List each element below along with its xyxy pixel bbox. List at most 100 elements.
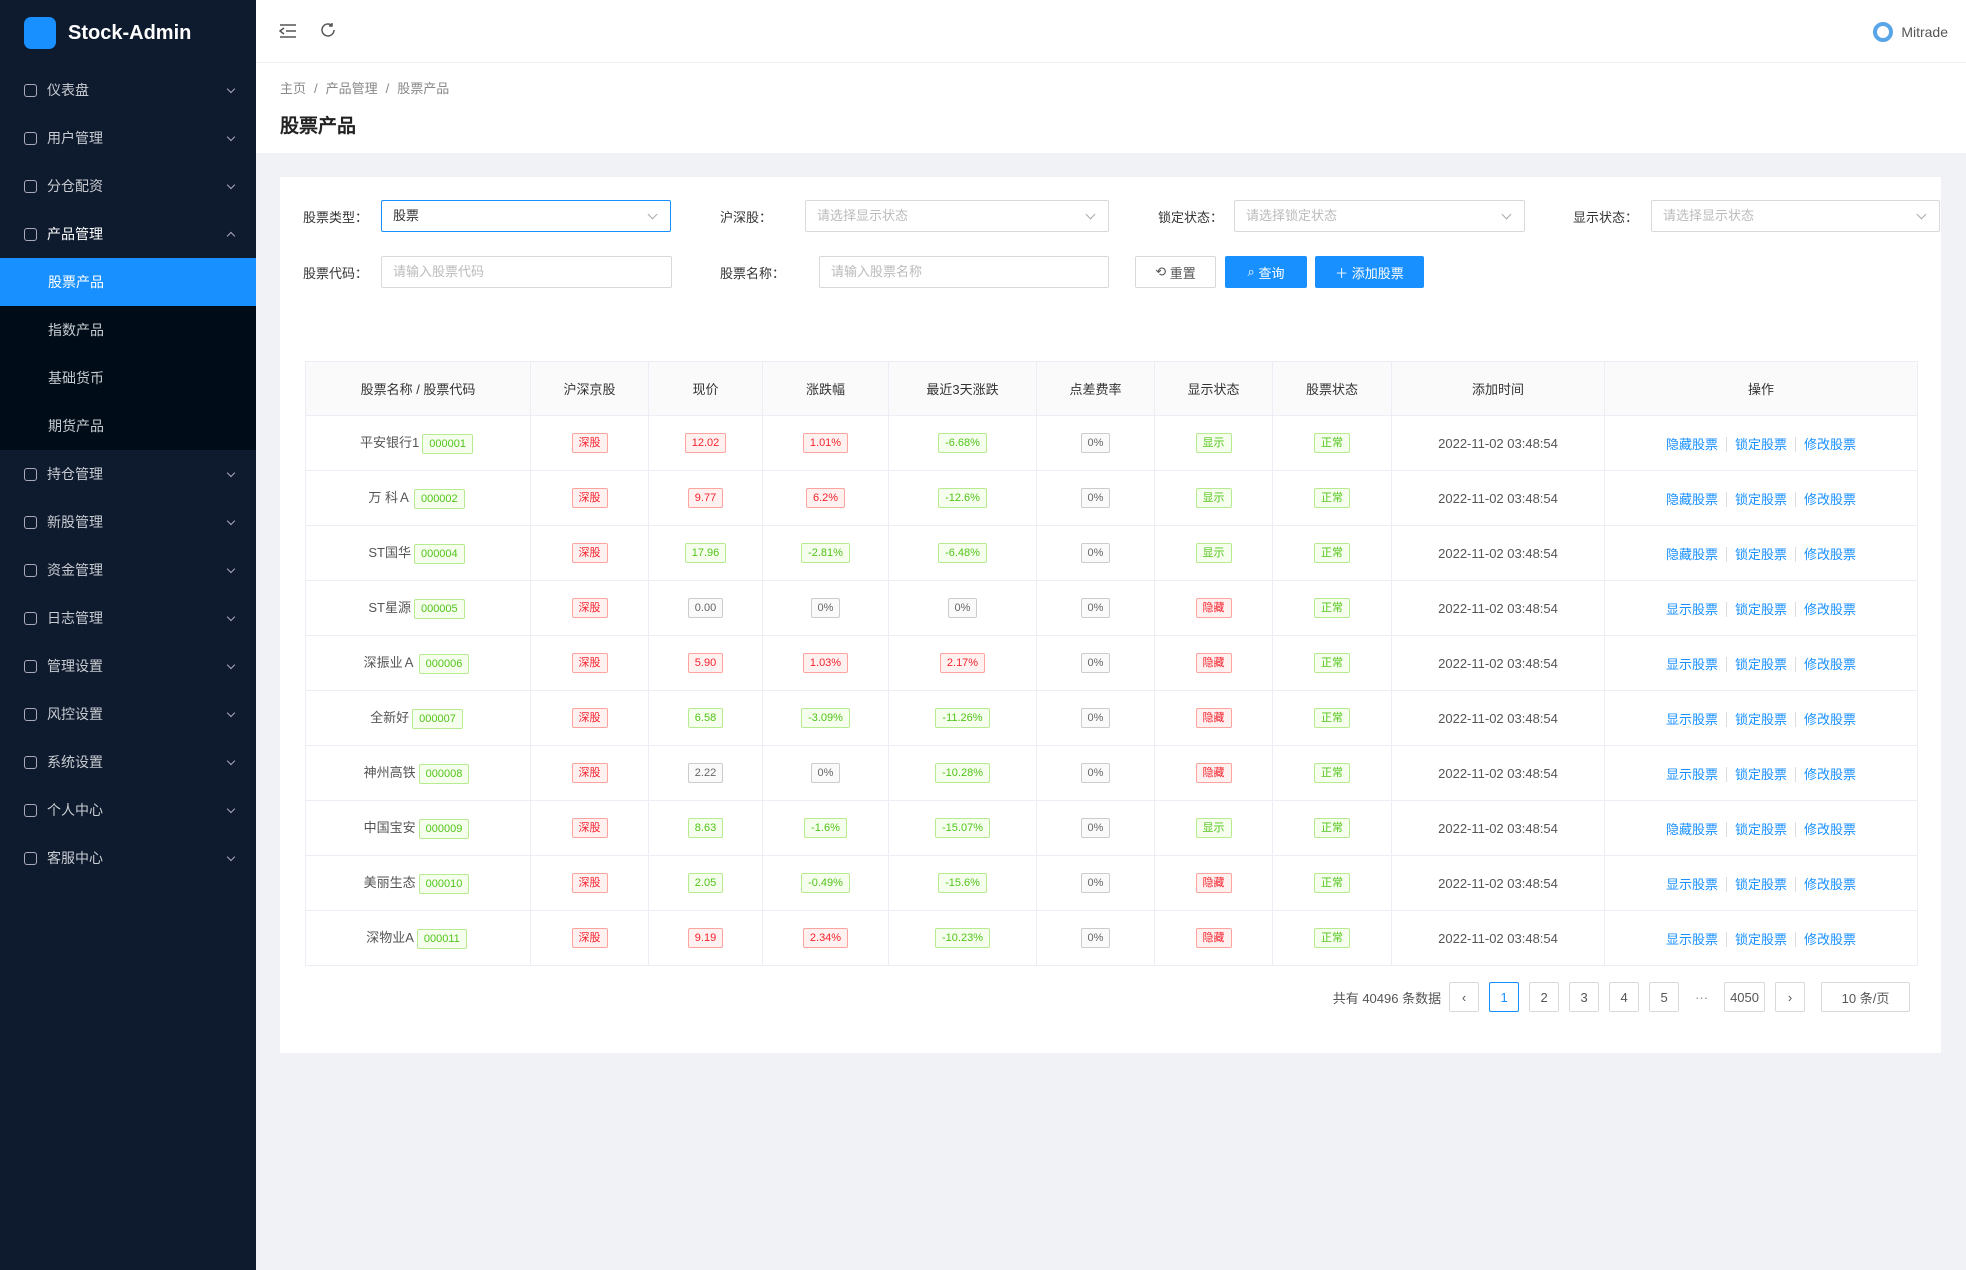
page-button[interactable]: 4 (1609, 982, 1640, 1012)
menu-arrow (226, 132, 236, 142)
filter-placeholder: 请选择显示状态 (817, 208, 909, 223)
last-page[interactable]: 4050 (1724, 982, 1765, 1012)
action-link[interactable]: 显示股票 (1665, 656, 1718, 672)
query-button[interactable]: ⌕ 查询 (1225, 256, 1307, 288)
page-button[interactable]: 3 (1569, 982, 1600, 1012)
actions-cell: 隐藏股票 锁定股票 修改股票 (1604, 800, 1918, 856)
action-link[interactable]: 修改股票 (1795, 601, 1865, 617)
action-link[interactable]: 显示股票 (1665, 711, 1718, 727)
change-tag: 1.03% (802, 653, 849, 673)
prev-page[interactable]: ‹ (1449, 982, 1480, 1012)
change3-tag: -11.26% (935, 708, 990, 728)
filter-value: 股票 (393, 208, 420, 223)
action-link[interactable]: 修改股票 (1795, 656, 1865, 672)
change3-cell: -15.6% (888, 855, 1037, 911)
menu-item[interactable]: 系统设置 (0, 738, 256, 786)
action-link[interactable]: 锁定股票 (1725, 491, 1795, 507)
action-link[interactable]: 锁定股票 (1725, 766, 1795, 782)
page-size[interactable]: 10 条/页 (1821, 982, 1910, 1012)
change-cell: -2.81% (762, 525, 889, 581)
menu-arrow (226, 84, 236, 94)
reset-button[interactable]: ⟲ 重置 (1135, 256, 1216, 288)
add-button[interactable]: ＋ 添加股票 (1315, 256, 1424, 288)
refresh-icon[interactable] (319, 21, 337, 39)
menu-icon (24, 179, 37, 193)
action-link[interactable]: 显示股票 (1665, 931, 1718, 947)
action-link[interactable]: 修改股票 (1795, 876, 1865, 892)
action-link[interactable]: 修改股票 (1795, 931, 1865, 947)
action-link[interactable]: 显示股票 (1665, 876, 1718, 892)
action-link[interactable]: 锁定股票 (1725, 931, 1795, 947)
user-name: Mitrade (1901, 24, 1948, 40)
action-link[interactable]: 修改股票 (1795, 711, 1865, 727)
column-header: 涨跌幅 (762, 361, 889, 416)
action-link[interactable]: 修改股票 (1795, 491, 1865, 507)
menu-item[interactable]: 个人中心 (0, 786, 256, 834)
time-cell: 2022-11-02 03:48:54 (1391, 635, 1605, 691)
menu-icon (24, 851, 37, 865)
filter-label: 显示状态： (1573, 200, 1638, 232)
menu-item[interactable]: 客服中心 (0, 834, 256, 882)
menu-item[interactable]: 管理设置 (0, 642, 256, 690)
filter-select[interactable]: 请选择显示状态 (1651, 200, 1940, 232)
action-link[interactable]: 显示股票 (1665, 601, 1718, 617)
breadcrumb-item: 股票产品 (397, 81, 450, 96)
breadcrumb-item[interactable]: 主页 (280, 81, 307, 96)
menu-item[interactable]: 持仓管理 (0, 450, 256, 498)
action-link[interactable]: 锁定股票 (1725, 436, 1795, 452)
filter-select[interactable]: 请选择显示状态 (805, 200, 1109, 232)
menu-item[interactable]: 产品管理 (0, 210, 256, 258)
action-link[interactable]: 锁定股票 (1725, 876, 1795, 892)
user[interactable]: Mitrade (1873, 22, 1948, 42)
action-link[interactable]: 修改股票 (1795, 821, 1865, 837)
spread-tag: 0% (1080, 488, 1111, 508)
page-button[interactable]: 5 (1649, 982, 1680, 1012)
table-row: 深物业A 000011 深股 9.19 2.34% -10.23% 0% 隐藏 正常 2022-1… (305, 910, 1918, 966)
action-link[interactable]: 修改股票 (1795, 436, 1865, 452)
menu-item[interactable]: 风控设置 (0, 690, 256, 738)
filter-input[interactable]: 请输入股票名称 (819, 256, 1109, 288)
action-link[interactable]: 锁定股票 (1725, 656, 1795, 672)
action-link[interactable]: 隐藏股票 (1665, 491, 1718, 507)
status-tag: 正常 (1314, 653, 1350, 673)
filter-select[interactable]: 股票 (381, 200, 671, 232)
menu-item[interactable]: 日志管理 (0, 594, 256, 642)
menu-item[interactable]: 分仓配资 (0, 162, 256, 210)
filter-select[interactable]: 请选择锁定状态 (1234, 200, 1525, 232)
page-button[interactable]: 1 (1489, 982, 1520, 1012)
action-link[interactable]: 隐藏股票 (1665, 821, 1718, 837)
submenu-item[interactable]: 股票产品 (0, 258, 256, 306)
page-button[interactable]: 2 (1529, 982, 1560, 1012)
spread-tag: 0% (1080, 763, 1111, 783)
next-page[interactable]: › (1775, 982, 1805, 1012)
action-link[interactable]: 显示股票 (1665, 766, 1718, 782)
status-tag: 正常 (1314, 543, 1350, 563)
collapse-icon[interactable] (278, 22, 298, 40)
action-link[interactable]: 锁定股票 (1725, 546, 1795, 562)
menu-item[interactable]: 新股管理 (0, 498, 256, 546)
action-link[interactable]: 锁定股票 (1725, 821, 1795, 837)
filter-label-text: 锁定状态： (1158, 209, 1224, 225)
action-link[interactable]: 隐藏股票 (1665, 436, 1718, 452)
content-card: ⟲ 重置 ⌕ 查询 ＋ 添加股票 股票名称 / 股票代码 沪深京股 现价 涨跌幅 最近3… (280, 177, 1941, 1053)
menu-label: 产品管理 (47, 226, 103, 242)
submenu-label: 指数产品 (48, 322, 104, 338)
breadcrumb-item[interactable]: 产品管理 (325, 81, 378, 96)
menu-item[interactable]: 仪表盘 (0, 66, 256, 114)
action-link[interactable]: 隐藏股票 (1665, 546, 1718, 562)
action-link[interactable]: 锁定股票 (1725, 601, 1795, 617)
market-tag: 深股 (571, 708, 608, 728)
action-link[interactable]: 锁定股票 (1725, 711, 1795, 727)
spread-cell: 0% (1036, 470, 1155, 526)
submenu-item[interactable]: 基础货币 (0, 354, 256, 402)
action-link[interactable]: 修改股票 (1795, 766, 1865, 782)
avatar (1873, 22, 1894, 42)
filter-input[interactable]: 请输入股票代码 (381, 256, 672, 288)
submenu-item[interactable]: 期货产品 (0, 402, 256, 450)
action-link[interactable]: 修改股票 (1795, 546, 1865, 562)
breadcrumb-separator: / (314, 81, 318, 96)
menu-item[interactable]: 用户管理 (0, 114, 256, 162)
submenu-item[interactable]: 指数产品 (0, 306, 256, 354)
menu-item[interactable]: 资金管理 (0, 546, 256, 594)
column-header: 添加时间 (1391, 361, 1605, 416)
